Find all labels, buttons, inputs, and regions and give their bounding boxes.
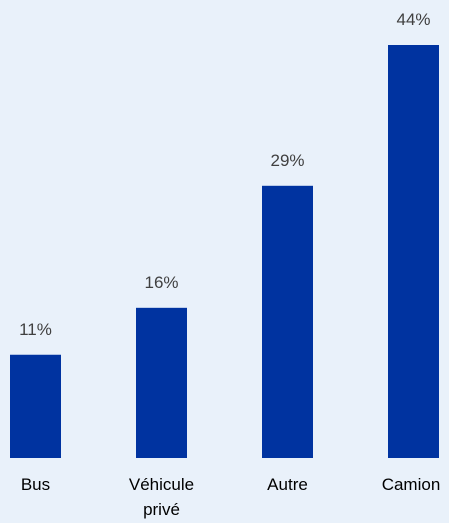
bar-2: [262, 185, 313, 458]
category-label-1: Véhicule privé: [129, 475, 194, 519]
data-label-2: 29%: [270, 151, 304, 170]
data-label-3: 44%: [396, 10, 430, 29]
data-label-1: 16%: [144, 273, 178, 292]
category-label-0: Bus: [21, 475, 50, 494]
bar-3: [388, 45, 439, 458]
data-label-0: 11%: [19, 320, 52, 339]
category-label-2: Autre: [267, 475, 308, 494]
bars-group: [10, 45, 439, 458]
category-label-3: Camion: [382, 475, 441, 494]
bar-0: [10, 354, 61, 458]
category-labels-group: Bus Véhicule privé Autre Camion: [21, 475, 440, 519]
value-labels-group: 11% 16% 29% 44%: [19, 10, 430, 339]
bar-1: [136, 307, 187, 458]
